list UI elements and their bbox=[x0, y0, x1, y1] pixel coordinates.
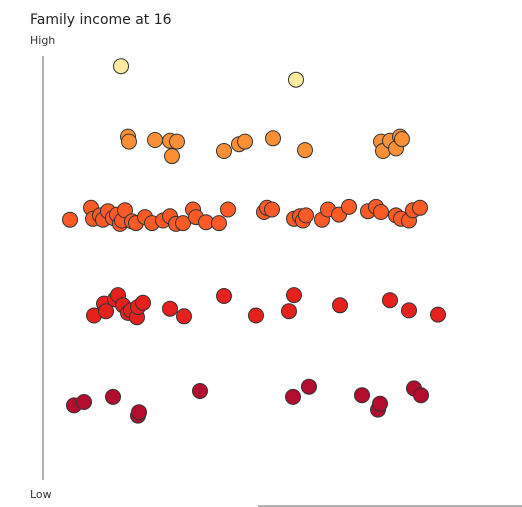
data-point bbox=[216, 143, 232, 159]
data-point bbox=[297, 142, 313, 159]
data-point bbox=[264, 201, 280, 218]
data-point bbox=[98, 303, 114, 320]
data-point bbox=[176, 308, 192, 325]
data-point bbox=[211, 215, 227, 232]
data-point bbox=[131, 404, 147, 421]
data-point bbox=[169, 133, 185, 150]
data-point bbox=[135, 294, 151, 311]
data-point bbox=[121, 133, 137, 150]
data-point bbox=[413, 387, 429, 404]
data-point bbox=[401, 302, 417, 319]
data-point bbox=[301, 378, 317, 395]
data-point bbox=[332, 297, 348, 314]
data-point bbox=[373, 204, 389, 220]
data-point bbox=[354, 387, 370, 404]
data-point bbox=[412, 199, 428, 216]
data-point bbox=[341, 198, 357, 215]
data-point bbox=[220, 201, 236, 218]
data-point bbox=[147, 132, 163, 148]
chart-title: Family income at 16 bbox=[30, 12, 172, 28]
data-point bbox=[76, 394, 92, 410]
data-point bbox=[372, 395, 388, 412]
data-point bbox=[162, 300, 178, 317]
data-point bbox=[288, 71, 304, 88]
data-point bbox=[430, 306, 446, 323]
data-point bbox=[62, 211, 78, 228]
data-point bbox=[164, 148, 180, 165]
data-point bbox=[237, 133, 253, 150]
data-point bbox=[298, 207, 314, 224]
data-point bbox=[105, 388, 121, 405]
data-point bbox=[281, 303, 297, 320]
y-axis-high-label: High bbox=[30, 34, 56, 47]
data-points bbox=[62, 58, 446, 424]
data-point bbox=[216, 288, 232, 304]
data-point bbox=[394, 131, 410, 148]
data-point bbox=[286, 287, 302, 304]
data-point bbox=[113, 58, 129, 75]
data-point bbox=[175, 215, 191, 232]
data-point bbox=[382, 292, 398, 309]
data-point bbox=[285, 388, 301, 405]
y-axis-low-label: Low bbox=[30, 488, 52, 501]
data-point bbox=[192, 383, 208, 399]
data-point bbox=[265, 130, 281, 147]
data-point bbox=[248, 307, 264, 324]
